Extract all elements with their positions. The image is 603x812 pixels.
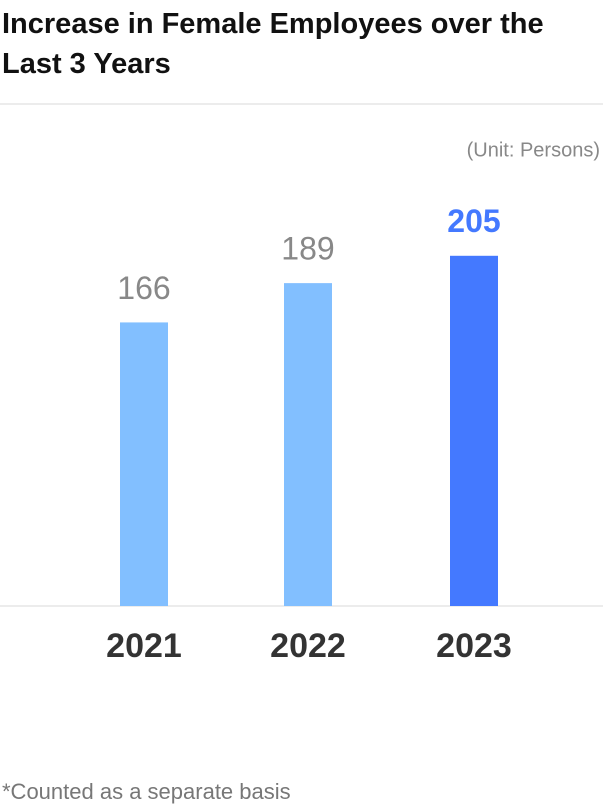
- value-label: 189: [281, 231, 334, 267]
- footnote: *Counted as a separate basis: [2, 779, 291, 804]
- x-tick-label: 2023: [436, 627, 512, 665]
- unit-label: (Unit: Persons): [467, 139, 600, 161]
- value-label: 205: [447, 203, 500, 239]
- bar: [284, 283, 332, 606]
- x-tick-label: 2022: [270, 627, 346, 665]
- bar: [120, 322, 168, 606]
- x-tick-label: 2021: [106, 627, 182, 665]
- value-label: 166: [117, 270, 170, 306]
- bar: [450, 255, 498, 606]
- chart-title: Increase in Female Employees over the La…: [2, 8, 544, 80]
